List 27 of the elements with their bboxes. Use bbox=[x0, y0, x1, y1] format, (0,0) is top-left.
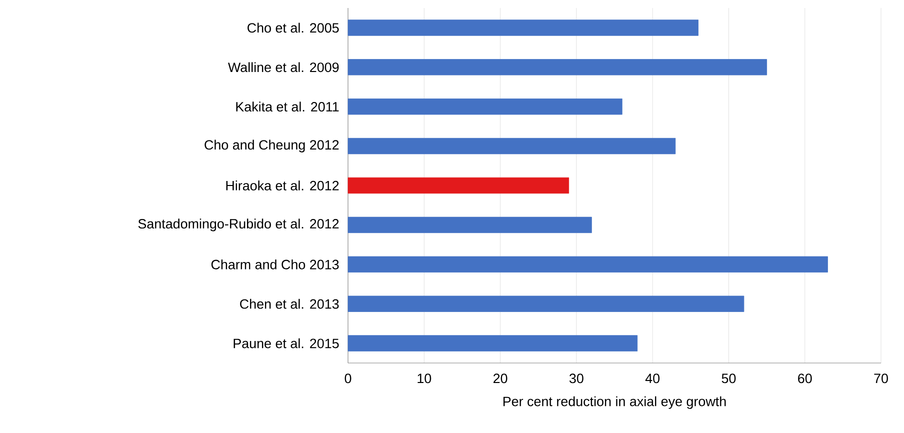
y-tick-label: Kakita et al. 2011 bbox=[236, 102, 339, 112]
bar bbox=[348, 59, 767, 76]
x-tick-label: 0 bbox=[344, 374, 352, 384]
bar bbox=[348, 296, 744, 312]
x-tick-label: 10 bbox=[418, 374, 432, 384]
bar bbox=[348, 98, 622, 115]
bar bbox=[348, 177, 570, 194]
y-tick-label: Santadomingo-Rubido et al. 2012 bbox=[138, 218, 339, 232]
x-tick-label: 30 bbox=[569, 374, 584, 384]
y-tick-label: Charm and Cho 2013 bbox=[211, 259, 339, 270]
bar bbox=[348, 20, 698, 36]
y-tick-label: Hiraoka et al. 2012 bbox=[226, 180, 339, 190]
y-tick-label: Chen et al. 2013 bbox=[240, 298, 339, 309]
bar bbox=[348, 256, 828, 272]
x-axis-title: Per cent reduction in axial eye growth bbox=[503, 396, 726, 409]
y-tick-label: Paune et al. 2015 bbox=[234, 338, 339, 348]
y-tick-label: Cho and Cheung 2012 bbox=[204, 140, 339, 152]
bar bbox=[348, 138, 676, 154]
x-tick-label: 40 bbox=[645, 374, 660, 384]
bar bbox=[348, 216, 592, 234]
x-tick-label: 50 bbox=[722, 374, 736, 384]
y-tick-label: Walline et al. 2009 bbox=[228, 62, 339, 72]
bar bbox=[348, 335, 638, 352]
y-tick-label: Cho et al. 2005 bbox=[248, 22, 339, 33]
x-tick-label: 70 bbox=[874, 374, 888, 384]
x-tick-label: 60 bbox=[798, 374, 812, 384]
x-tick-label: 20 bbox=[493, 374, 508, 384]
